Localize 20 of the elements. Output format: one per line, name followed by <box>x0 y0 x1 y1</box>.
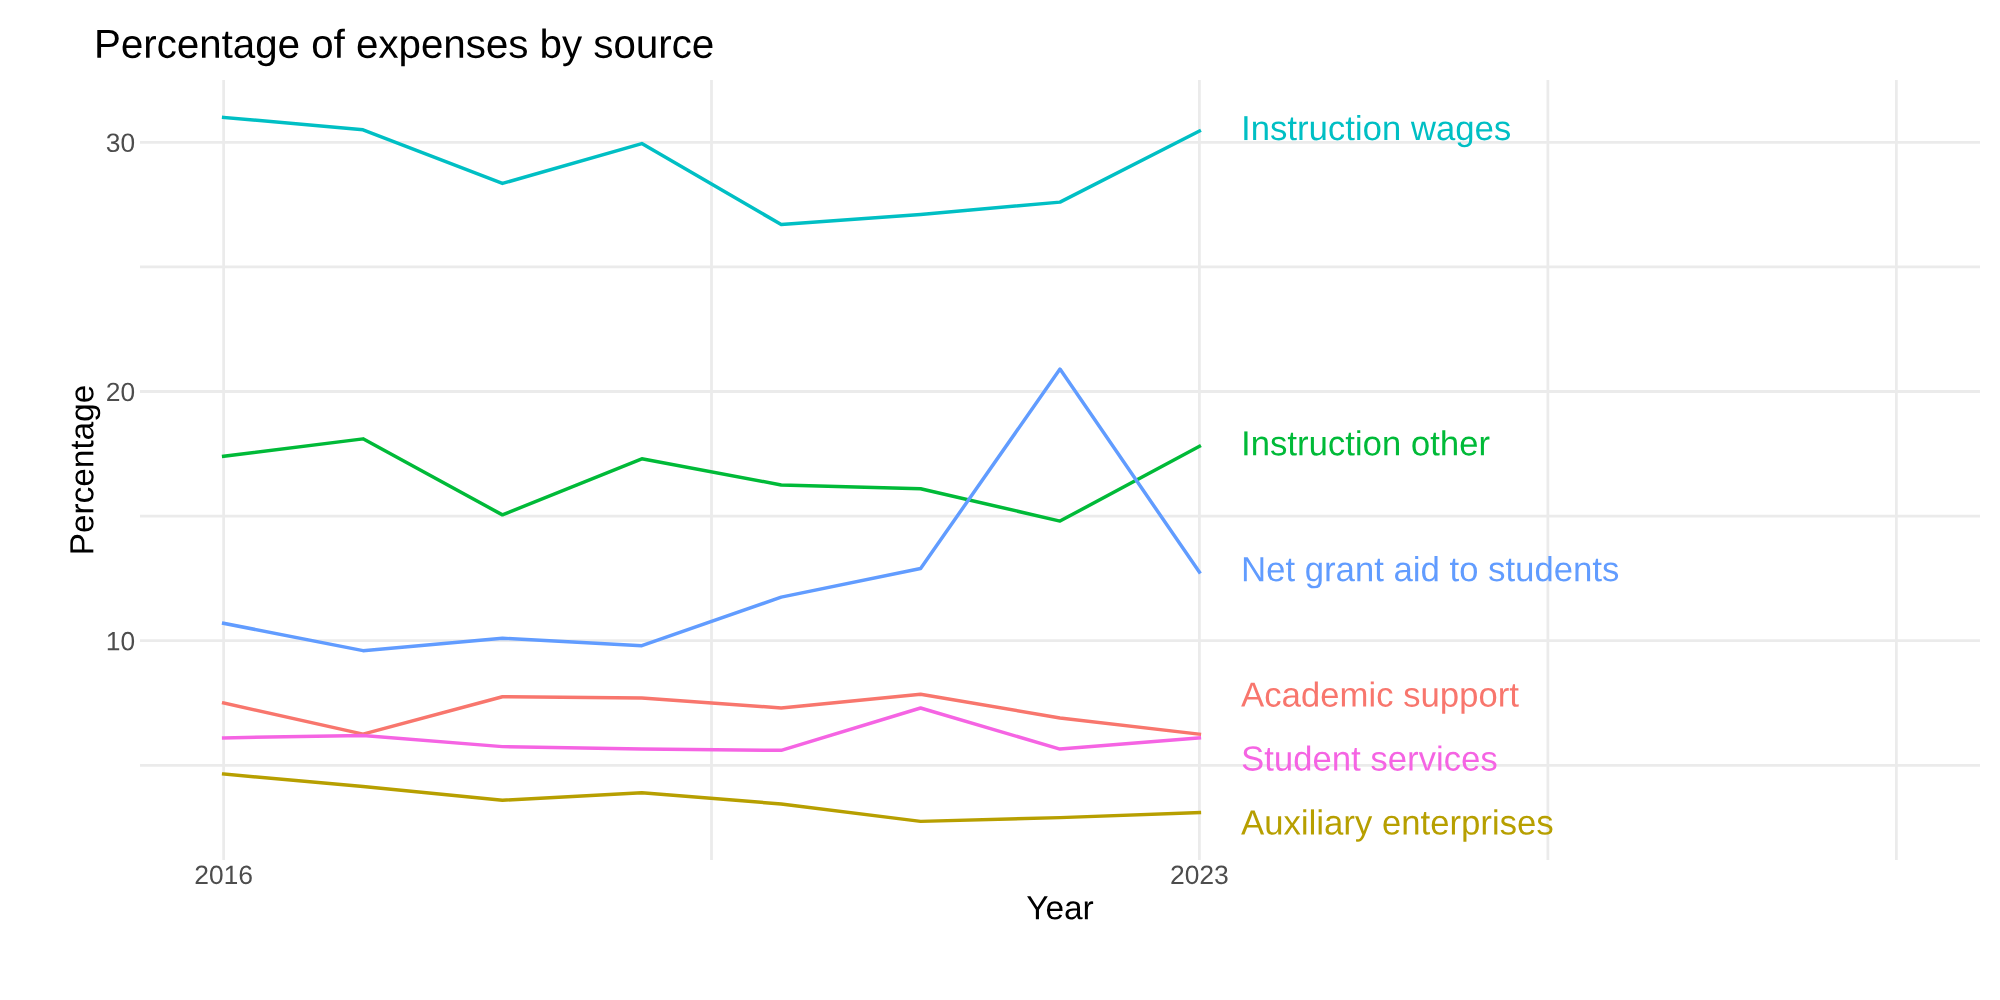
y-tick-label: 10 <box>107 631 135 651</box>
series-label: Academic support <box>1241 681 1519 714</box>
series-label: Instruction wages <box>1244 114 1511 148</box>
y-tick-label: 30 <box>106 133 135 153</box>
line-series <box>221 115 1202 227</box>
line-series <box>221 367 1202 653</box>
y-axis-title: Percentage <box>70 386 101 553</box>
x-tick-label: 2016 <box>195 865 252 885</box>
line-series <box>221 772 1202 824</box>
series-label: Student services <box>1242 745 1497 771</box>
line-series <box>221 692 1202 736</box>
series-label: Instruction other <box>1244 430 1490 456</box>
line-series <box>221 437 1202 523</box>
line-series <box>221 706 1202 753</box>
x-axis-title: Year <box>1027 896 1094 920</box>
y-tick-label: 20 <box>107 382 135 402</box>
series-label: Net grant aid to students <box>1243 555 1619 589</box>
series-label: Auxiliary enterprises <box>1241 809 1553 842</box>
x-tick-label: 2023 <box>1171 865 1228 885</box>
chart-title: Percentage of expenses by source <box>97 28 713 67</box>
